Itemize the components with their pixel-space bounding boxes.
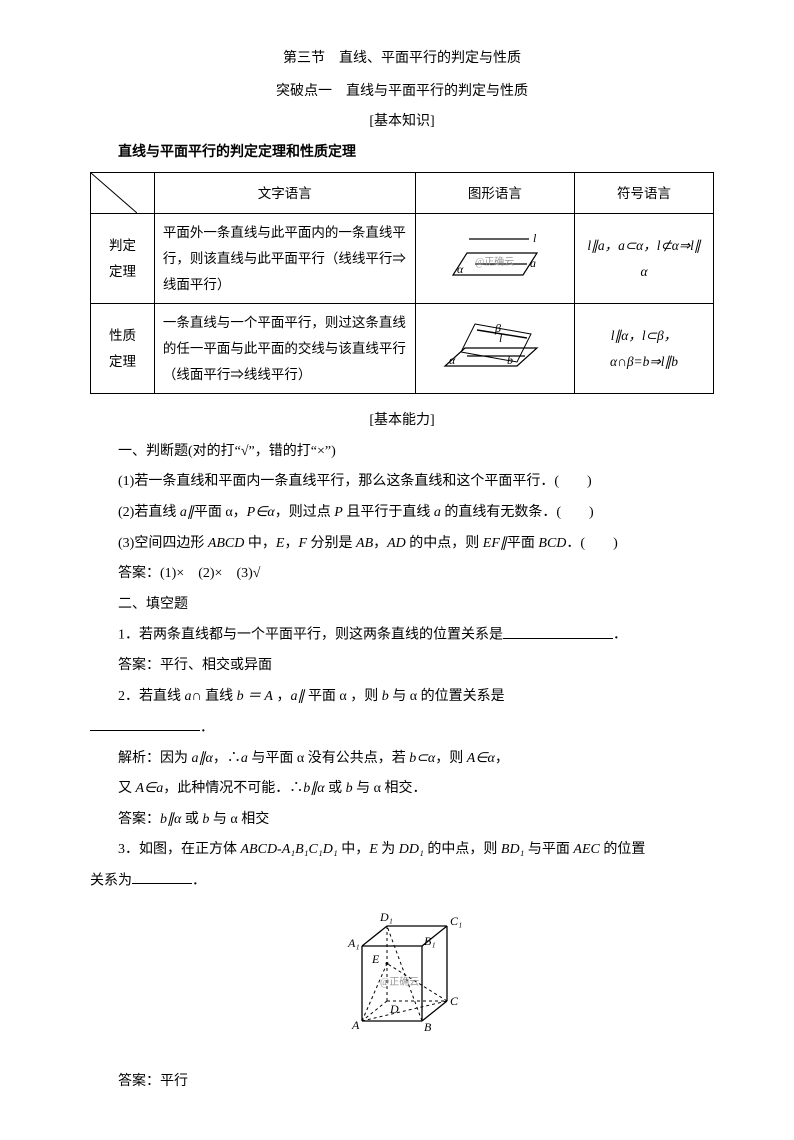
row-symbol-cell: l∥α，l⊂β， α∩β=b⇒l∥b xyxy=(574,304,713,394)
cube-figure: A B C D A₁ B₁ C₁ D₁ E @正确云 xyxy=(322,901,482,1041)
theorem-intro-line: 直线与平面平行的判定定理和性质定理 xyxy=(90,140,714,167)
svg-text:A₁: A₁ xyxy=(347,936,360,950)
symbol-text-1: l∥a，a⊂α，l⊄α⇒l∥ xyxy=(587,238,700,253)
row-name-2: 定理 xyxy=(109,354,136,369)
theorems-table: 文字语言 图形语言 符号语言 判定 定理 平面外一条直线与此平面内的一条直线平行… xyxy=(90,172,714,394)
svg-text:B: B xyxy=(424,1020,432,1034)
judge-q2: (2)若直线 a∥平面 α，P∈α，则过点 P 且平行于直线 a 的直线有无数条… xyxy=(90,500,714,527)
col-figure-header: 图形语言 xyxy=(415,173,574,214)
blank-1[interactable] xyxy=(503,622,613,638)
fill-q3-line2: 关系为． xyxy=(90,868,714,895)
cube-figure-box: A B C D A₁ B₁ C₁ D₁ E @正确云 xyxy=(90,901,714,1052)
svg-text:A: A xyxy=(351,1018,360,1032)
fill-q2: 2．若直线 a∩ 直线 b ＝ A ，a∥ 平面 α ，则 b 与 α 的位置关… xyxy=(90,684,714,711)
fill-q2-blank-line: ． xyxy=(90,715,714,742)
col-text-header: 文字语言 xyxy=(154,173,415,214)
page-title: 第三节 直线、平面平行的判定与性质 xyxy=(90,46,714,73)
row-name-cell: 性质 定理 xyxy=(91,304,155,394)
judge-q1: (1)若一条直线和平面内一条直线平行，那么这条直线和这个平面平行．( ) xyxy=(90,469,714,496)
svg-text:a: a xyxy=(530,256,536,270)
fill-a3: 答案：平行 xyxy=(90,1069,714,1096)
row-name-1: 判定 xyxy=(109,238,136,253)
section-basic-knowledge: [基本知识] xyxy=(90,109,714,136)
section-basic-ability: [基本能力] xyxy=(90,408,714,435)
row-text-cell: 一条直线与一个平面平行，则过这条直线的任一平面与此平面的交线与该直线平行（线面平… xyxy=(154,304,415,394)
svg-text:α: α xyxy=(457,262,464,276)
svg-text:@正确云: @正确云 xyxy=(380,975,419,988)
judge-intro: 一、判断题(对的打“√”，错的打“×”) xyxy=(90,439,714,466)
blank-3[interactable] xyxy=(132,868,192,884)
symbol-text-2: α∩β=b⇒l∥b xyxy=(610,354,678,369)
table-row: 判定 定理 平面外一条直线与此平面内的一条直线平行，则该直线与此平面平行（线线平… xyxy=(91,214,714,304)
judge-answers: 答案：(1)× (2)× (3)√ xyxy=(90,561,714,588)
row-name-1: 性质 xyxy=(109,328,136,343)
judgment-theorem-figure: l α a @正确云 xyxy=(435,225,555,285)
svg-text:C: C xyxy=(450,994,459,1008)
svg-text:b: b xyxy=(507,353,513,367)
fill-q3: 3．如图，在正方体 ABCD-A₁B₁C₁D₁ 中，E 为 DD₁ 的中点，则 … xyxy=(90,837,714,864)
fill-expl-2: 又 A∈a，此种情况不可能．∴b∥α 或 b 与 α 相交． xyxy=(90,776,714,803)
svg-text:E: E xyxy=(371,952,380,966)
judge-q3: (3)空间四边形 ABCD 中，E，F 分别是 AB，AD 的中点，则 EF∥平… xyxy=(90,531,714,558)
fill-a1: 答案：平行、相交或异面 xyxy=(90,653,714,680)
fill-a2: 答案：b∥α 或 b 与 α 相交 xyxy=(90,807,714,834)
fill-q1: 1．若两条直线都与一个平面平行，则这两条直线的位置关系是． xyxy=(90,622,714,649)
table-header-row: 文字语言 图形语言 符号语言 xyxy=(91,173,714,214)
svg-text:C₁: C₁ xyxy=(450,914,462,928)
fill-expl-1: 解析：因为 a∥α，∴a 与平面 α 没有公共点，若 b⊂α，则 A∈α， xyxy=(90,746,714,773)
symbol-text-1: l∥α，l⊂β， xyxy=(611,328,677,343)
row-symbol-cell: l∥a，a⊂α，l⊄α⇒l∥ α xyxy=(574,214,713,304)
row-text-cell: 平面外一条直线与此平面内的一条直线平行，则该直线与此平面平行（线线平行⇒线面平行… xyxy=(154,214,415,304)
svg-text:l: l xyxy=(499,331,503,345)
theorem-intro-text: 直线与平面平行的判定定理和性质定理 xyxy=(118,145,356,160)
col-symbol-header: 符号语言 xyxy=(574,173,713,214)
svg-text:l: l xyxy=(533,231,537,245)
subtitle-breakthrough: 突破点一 直线与平面平行的判定与性质 xyxy=(90,79,714,106)
table-diag-header xyxy=(91,173,155,214)
row-figure-cell: l α a @正确云 xyxy=(415,214,574,304)
property-theorem-figure: α β l b xyxy=(435,312,555,376)
row-name-cell: 判定 定理 xyxy=(91,214,155,304)
row-name-2: 定理 xyxy=(109,264,136,279)
blank-2[interactable] xyxy=(90,715,200,731)
svg-text:D₁: D₁ xyxy=(379,910,393,924)
svg-text:D: D xyxy=(389,1002,399,1016)
svg-text:@正确云: @正确云 xyxy=(475,255,514,268)
svg-text:α: α xyxy=(449,353,456,367)
svg-text:B₁: B₁ xyxy=(424,934,436,948)
symbol-text-2: α xyxy=(640,264,647,279)
diag-line-icon xyxy=(91,173,137,213)
table-row: 性质 定理 一条直线与一个平面平行，则过这条直线的任一平面与此平面的交线与该直线… xyxy=(91,304,714,394)
row-figure-cell: α β l b xyxy=(415,304,574,394)
fill-head: 二、填空题 xyxy=(90,592,714,619)
